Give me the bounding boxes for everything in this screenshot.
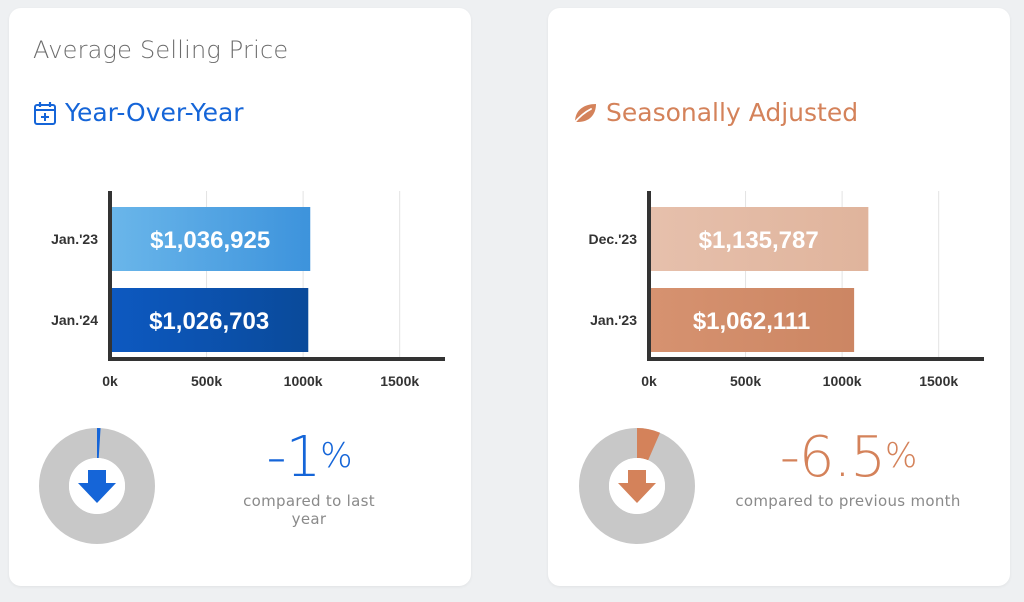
bar: [650, 207, 869, 271]
change-caption: compared to previous month: [735, 492, 961, 510]
change-value: -6.5%: [779, 425, 918, 490]
leaf-icon: [573, 103, 596, 124]
donut-arc: [579, 428, 695, 544]
x-tick-label: 1500k: [380, 373, 419, 389]
arrow-down-icon: [618, 470, 656, 503]
bar-value-label: $1,135,787: [699, 227, 819, 254]
x-tick-label: 0k: [641, 373, 657, 389]
donut-arc: [39, 428, 155, 544]
yoy-change-donut: [39, 428, 155, 544]
yoy-change: -1% compared to last year: [224, 425, 394, 529]
category-label: Dec.'23: [589, 231, 638, 247]
x-tick-label: 0k: [102, 373, 118, 389]
card-title: Average Selling Price: [33, 36, 289, 64]
bar-value-label: $1,036,925: [150, 227, 270, 254]
arrow-down-icon: [78, 470, 116, 503]
x-tick-label: 500k: [730, 373, 761, 389]
category-label: Jan.'23: [590, 312, 637, 328]
year-over-year-card: Average Selling Price Year-Over-Year $1,…: [9, 8, 471, 586]
subtitle-seasonally-adjusted: Seasonally Adjusted: [572, 98, 858, 127]
seasonal-change-donut: [579, 428, 695, 544]
bar-value-label: $1,026,703: [149, 308, 269, 335]
seasonal-bar-chart: $1,135,787 Dec.'23 $1,062,111 Jan.'23 0k 500k…: [589, 191, 984, 389]
x-tick-label: 1500k: [919, 373, 958, 389]
bar: [111, 288, 309, 352]
subtitle-label: Year-Over-Year: [65, 98, 244, 127]
category-label: Jan.'24: [51, 312, 98, 328]
seasonally-adjusted-card: Seasonally Adjusted $1,135,787 Dec.'23 $1,…: [548, 8, 1010, 586]
seasonal-change: -6.5% compared to previous month: [728, 425, 968, 511]
subtitle-year-over-year: Year-Over-Year: [33, 98, 244, 127]
change-value: -1%: [266, 425, 352, 490]
category-label: Jan.'23: [51, 231, 98, 247]
x-tick-label: 500k: [191, 373, 222, 389]
bar: [111, 207, 311, 271]
calendar-plus-icon: [34, 101, 56, 125]
x-tick-label: 1000k: [823, 373, 862, 389]
yoy-bar-chart: $1,036,925 Jan.'23 $1,026,703 Jan.'24 0k 500k…: [51, 191, 445, 389]
x-tick-label: 1000k: [284, 373, 323, 389]
change-caption: compared to last year: [243, 492, 375, 528]
bar: [650, 288, 855, 352]
subtitle-label: Seasonally Adjusted: [606, 98, 859, 127]
bar-value-label: $1,062,111: [693, 308, 810, 335]
